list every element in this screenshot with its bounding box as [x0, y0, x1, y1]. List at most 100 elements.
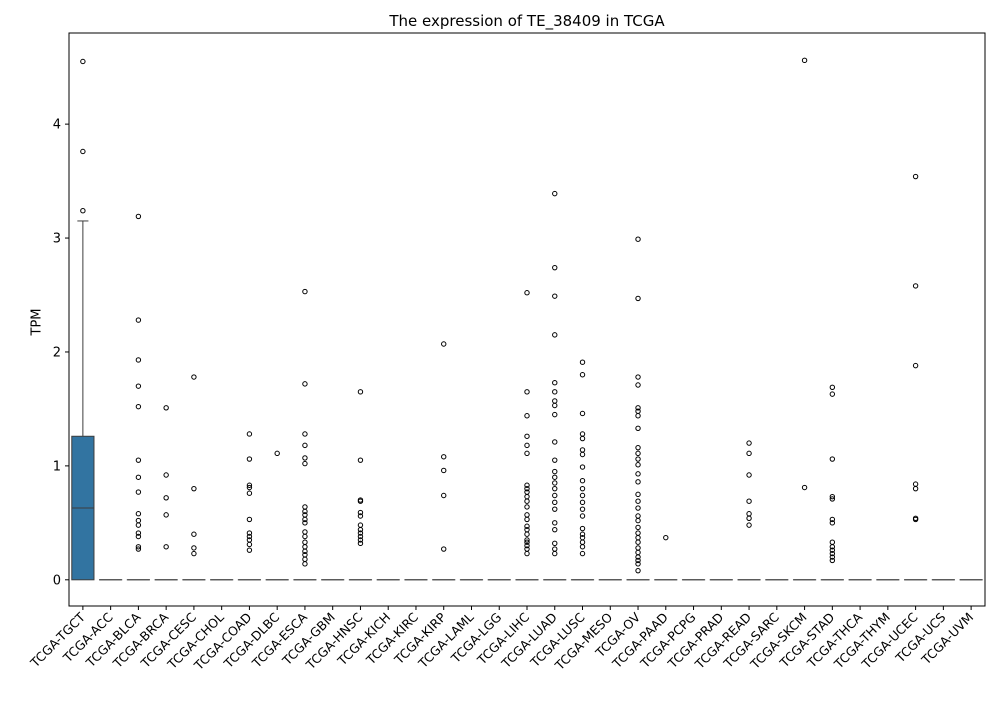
- outlier-point: [636, 546, 640, 550]
- outlier-point: [580, 507, 584, 511]
- outlier-point: [636, 535, 640, 539]
- y-tick-label: 4: [53, 118, 61, 133]
- outlier-point: [192, 532, 196, 536]
- outlier-point: [136, 404, 140, 408]
- outlier-point: [136, 458, 140, 462]
- outlier-point: [442, 493, 446, 497]
- outlier-point: [664, 535, 668, 539]
- outlier-point: [636, 457, 640, 461]
- outlier-point: [580, 526, 584, 530]
- outlier-point: [525, 517, 529, 521]
- outlier-point: [913, 174, 917, 178]
- outlier-point: [303, 534, 307, 538]
- outlier-point: [636, 237, 640, 241]
- outlier-point: [553, 481, 557, 485]
- outlier-point: [525, 443, 529, 447]
- outlier-point: [136, 490, 140, 494]
- outlier-point: [580, 411, 584, 415]
- outlier-point: [580, 465, 584, 469]
- outlier-point: [192, 486, 196, 490]
- outlier-point: [247, 491, 251, 495]
- outlier-point: [303, 540, 307, 544]
- outlier-point: [442, 342, 446, 346]
- outlier-point: [636, 375, 640, 379]
- outlier-point: [636, 383, 640, 387]
- outlier-point: [553, 469, 557, 473]
- outlier-point: [136, 358, 140, 362]
- outlier-point: [303, 382, 307, 386]
- outlier-point: [913, 284, 917, 288]
- outlier-point: [525, 451, 529, 455]
- outlier-point: [913, 363, 917, 367]
- outlier-point: [636, 492, 640, 496]
- outlier-point: [580, 514, 584, 518]
- outlier-point: [580, 373, 584, 377]
- outlier-point: [913, 482, 917, 486]
- outlier-point: [192, 546, 196, 550]
- outlier-point: [636, 540, 640, 544]
- outlier-point: [636, 445, 640, 449]
- outlier-point: [553, 493, 557, 497]
- outlier-point: [553, 500, 557, 504]
- outlier-point: [136, 318, 140, 322]
- outlier-point: [580, 493, 584, 497]
- outlier-point: [636, 525, 640, 529]
- outlier-point: [580, 360, 584, 364]
- outlier-point: [636, 518, 640, 522]
- outlier-point: [636, 499, 640, 503]
- outlier-point: [525, 494, 529, 498]
- outlier-point: [553, 191, 557, 195]
- outlier-point: [275, 451, 279, 455]
- outlier-point: [136, 475, 140, 479]
- y-axis-label: TPM: [30, 309, 45, 336]
- y-tick-label: 0: [53, 573, 61, 588]
- outlier-point: [358, 523, 362, 527]
- outlier-point: [553, 527, 557, 531]
- outlier-point: [303, 562, 307, 566]
- outlier-point: [636, 531, 640, 535]
- outlier-point: [525, 532, 529, 536]
- outlier-point: [164, 406, 168, 410]
- outlier-point: [164, 513, 168, 517]
- outlier-point: [580, 436, 584, 440]
- outlier-point: [303, 530, 307, 534]
- outlier-point: [247, 548, 251, 552]
- outlier-point: [553, 486, 557, 490]
- outlier-point: [525, 499, 529, 503]
- outlier-point: [303, 545, 307, 549]
- outlier-point: [636, 472, 640, 476]
- outlier-point: [580, 448, 584, 452]
- outlier-point: [553, 541, 557, 545]
- outlier-point: [580, 500, 584, 504]
- outlier-point: [580, 545, 584, 549]
- outlier-point: [636, 426, 640, 430]
- outlier-point: [192, 375, 196, 379]
- outlier-point: [830, 392, 834, 396]
- outlier-point: [636, 506, 640, 510]
- outlier-point: [580, 432, 584, 436]
- outlier-point: [747, 512, 751, 516]
- outlier-point: [192, 551, 196, 555]
- outlier-point: [830, 385, 834, 389]
- outlier-point: [136, 518, 140, 522]
- outlier-point: [442, 455, 446, 459]
- outlier-point: [136, 523, 140, 527]
- outlier-point: [747, 451, 751, 455]
- outlier-point: [802, 485, 806, 489]
- outlier-point: [580, 452, 584, 456]
- outlier-point: [553, 399, 557, 403]
- outlier-point: [81, 209, 85, 213]
- outlier-point: [553, 390, 557, 394]
- outlier-point: [442, 547, 446, 551]
- outlier-point: [247, 517, 251, 521]
- outlier-point: [164, 545, 168, 549]
- outlier-point: [636, 514, 640, 518]
- outlier-point: [553, 440, 557, 444]
- outlier-point: [303, 289, 307, 293]
- outlier-point: [553, 475, 557, 479]
- outlier-point: [525, 434, 529, 438]
- outlier-point: [553, 265, 557, 269]
- outlier-point: [580, 540, 584, 544]
